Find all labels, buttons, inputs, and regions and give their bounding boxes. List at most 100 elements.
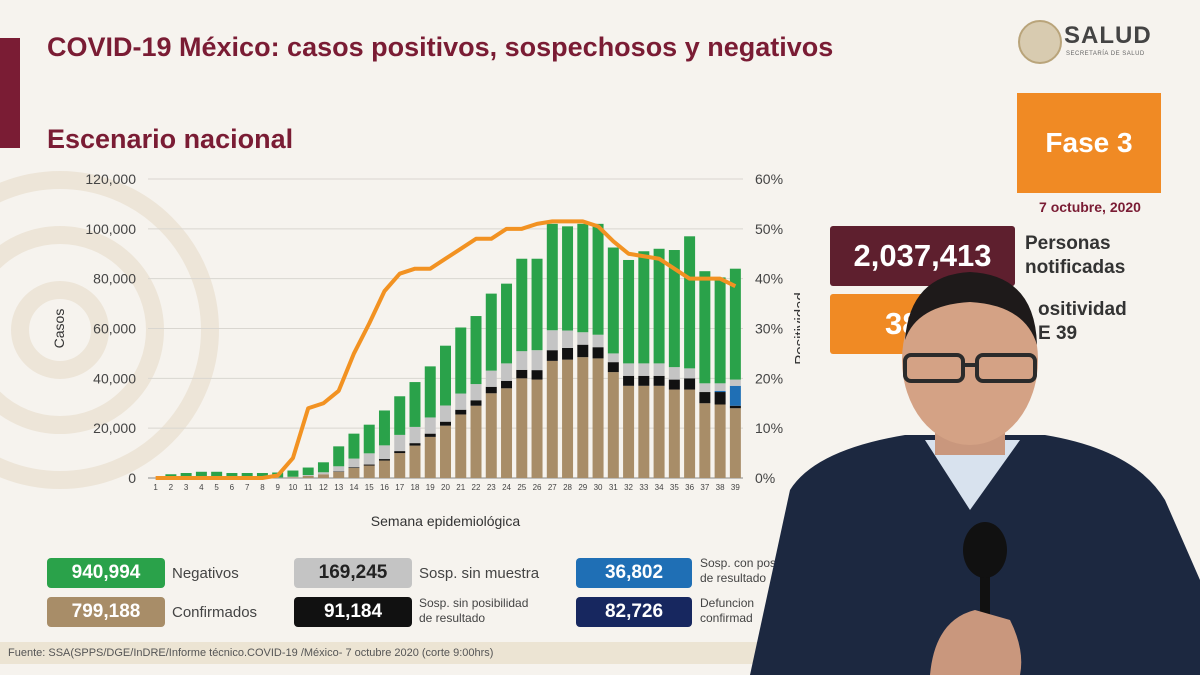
y-tick-label: 100,000 — [85, 221, 136, 237]
bar-segment — [363, 464, 375, 466]
bar-segment — [714, 404, 726, 478]
bar-segment — [653, 363, 665, 376]
bar-segment — [714, 277, 726, 384]
y2-tick-label: 20% — [755, 370, 783, 386]
bar-segment — [440, 425, 451, 478]
bar-segment — [668, 389, 680, 478]
bar-segment — [516, 369, 528, 379]
bar-segment — [592, 358, 604, 478]
bar-segment — [607, 362, 619, 373]
page-title: COVID-19 México: casos positivos, sospec… — [47, 32, 834, 62]
logo-subtitle: SECRETARÍA DE SALUD — [1066, 51, 1145, 57]
bar-segment — [623, 385, 635, 478]
bar-segment — [714, 390, 726, 393]
x-tick-label: 8 — [260, 483, 265, 492]
bar-segment — [577, 357, 589, 478]
source-footer: Fuente: SSA(SPPS/DGE/InDRE/Informe técni… — [0, 642, 768, 664]
y-tick-label: 60,000 — [93, 321, 136, 337]
bar-segment — [531, 258, 543, 351]
bar-segment — [470, 405, 482, 478]
bar-segment — [668, 367, 680, 380]
legend-con-posibilidad-line-1: Sosp. con pos — [700, 556, 777, 570]
bar-segment — [409, 382, 421, 427]
bar-segment — [638, 375, 650, 386]
bar-segment — [378, 460, 390, 478]
bar-segment — [592, 334, 604, 348]
bar-segment — [302, 475, 314, 477]
bar-segment — [195, 471, 207, 478]
bar-segment — [211, 471, 223, 478]
legend-sin-posibilidad-label: Sosp. sin posibilidad de resultado — [419, 596, 528, 626]
bar-segment — [333, 471, 345, 478]
y-axis-title: Casos — [51, 309, 67, 349]
bar-segment — [378, 445, 390, 460]
y2-tick-label: 30% — [755, 321, 783, 337]
page-subtitle: Escenario nacional — [47, 124, 294, 154]
bar-segment — [485, 370, 497, 387]
report-date: 7 octubre, 2020 — [1039, 199, 1141, 215]
bar-segment — [485, 386, 497, 394]
x-tick-label: 32 — [624, 483, 633, 492]
bar-segment — [684, 236, 696, 369]
bar-segment — [470, 384, 482, 401]
y-tick-label: 40,000 — [93, 370, 136, 386]
x-tick-label: 37 — [700, 483, 709, 492]
x-tick-label: 15 — [365, 483, 374, 492]
y2-tick-label: 50% — [755, 221, 783, 237]
bar-segment — [424, 433, 436, 437]
legend-con-posibilidad-line-2: de resultado — [700, 571, 767, 585]
salud-logo: SALUD SECRETARÍA DE SALUD — [1018, 20, 1168, 64]
x-tick-label: 33 — [639, 483, 648, 492]
bar-segment — [241, 473, 253, 478]
bar-segment — [684, 378, 696, 390]
bar-segment — [546, 350, 558, 361]
legend-sin-muestra-label: Sosp. sin muestra — [419, 565, 540, 582]
notified-label-line-1: Personas — [1025, 233, 1111, 254]
legend-sin-muestra-value: 169,245 — [294, 558, 412, 588]
bar-segment — [577, 223, 589, 333]
x-tick-label: 6 — [230, 483, 235, 492]
bar-segment — [455, 327, 467, 394]
x-tick-label: 24 — [502, 483, 511, 492]
legend-defunciones-label: Defuncion confirmad — [700, 596, 754, 626]
bar-segment — [516, 258, 528, 352]
x-tick-label: 17 — [395, 483, 404, 492]
positivity-label: ositividad E 39 — [1038, 298, 1127, 346]
bar-segment — [501, 283, 513, 364]
x-tick-label: 25 — [517, 483, 526, 492]
bar-segment — [348, 458, 360, 468]
bar-segment — [653, 375, 665, 386]
x-tick-label: 26 — [533, 483, 542, 492]
bar-segment — [531, 350, 543, 371]
y2-tick-label: 40% — [755, 271, 783, 287]
y-tick-label: 20,000 — [93, 420, 136, 436]
legend-sin-posibilidad-line-1: Sosp. sin posibilidad — [419, 596, 529, 610]
bar-segment — [638, 363, 650, 376]
bar-segment — [638, 385, 650, 478]
x-tick-label: 13 — [334, 483, 343, 492]
x-tick-label: 12 — [319, 483, 328, 492]
x-tick-label: 9 — [275, 483, 280, 492]
bar-segment — [516, 378, 528, 478]
legend-confirmados-label: Confirmados — [172, 604, 258, 621]
notified-label-line-2: notificadas — [1025, 257, 1126, 278]
cases-chart: 0 20,000 40,000 60,000 80,000 100,000 120,000 0… — [51, 171, 800, 529]
y2-tick-label: 10% — [755, 420, 783, 436]
x-tick-label: 34 — [655, 483, 664, 492]
bar-segment — [440, 405, 451, 422]
bar-segment — [729, 405, 741, 409]
legend-defunciones-line-1: Defuncion — [700, 596, 755, 610]
logo-name: SALUD — [1064, 22, 1152, 49]
y2-axis-title: Positividad — [792, 292, 800, 365]
x-tick-label: 20 — [441, 483, 450, 492]
bar-segment — [363, 424, 375, 454]
bar-segment — [531, 379, 543, 478]
legend-con-posibilidad-label: Sosp. con pos de resultado — [700, 556, 776, 586]
bar-segment — [394, 453, 406, 478]
bar-segment — [317, 472, 329, 475]
positivity-label-line-1: ositividad — [1038, 299, 1127, 320]
bar-segment — [729, 268, 741, 380]
bar-segment — [546, 223, 558, 331]
bar-segment — [699, 383, 711, 393]
bar-segment — [501, 380, 513, 389]
